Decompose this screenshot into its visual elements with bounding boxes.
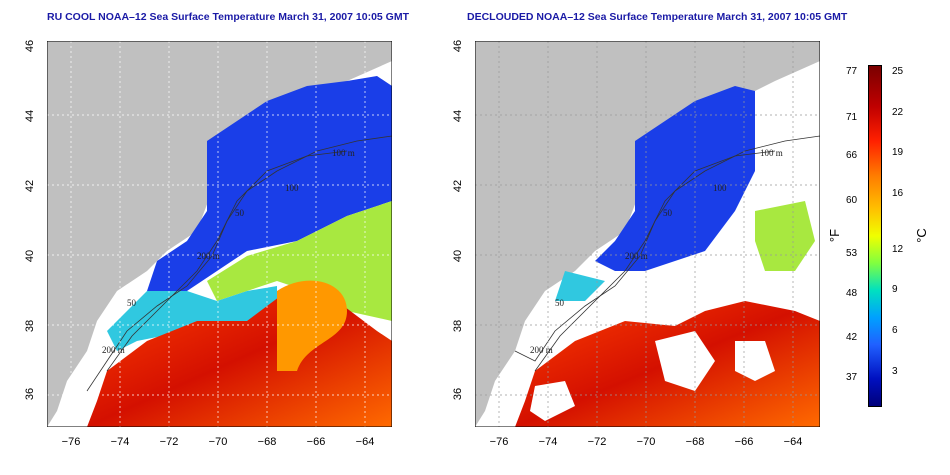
- right-lon-tick-76: −76: [489, 436, 509, 448]
- right-contour-label-200mb: 200 m: [530, 345, 553, 355]
- right-map-title: DECLOUDED NOAA–12 Sea Surface Temperatur…: [467, 11, 848, 23]
- cb-f-37: 37: [846, 372, 858, 383]
- left-lat-tick-42: 42: [24, 179, 36, 193]
- left-contour-200m: [86, 135, 392, 392]
- cb-c-9: 9: [892, 284, 898, 295]
- right-lat-tick-46: 46: [452, 39, 464, 53]
- right-transition-water: [555, 271, 605, 301]
- left-slope-water: [207, 201, 392, 321]
- left-map-canvas: 100 m 100 50 200 m 50 200 m: [47, 41, 392, 427]
- cb-c-25: 25: [892, 66, 904, 77]
- right-contour-label-100: 100: [713, 183, 727, 193]
- right-contour-label-200m: 200 m: [625, 251, 648, 261]
- right-lat-tick-42: 42: [452, 179, 464, 193]
- left-land-mass: [47, 41, 392, 427]
- right-lon-tick-66: −66: [734, 436, 754, 448]
- left-graticule: [47, 41, 392, 427]
- left-lon-tick-74: −74: [110, 436, 130, 448]
- right-land-mass: [475, 41, 820, 427]
- right-lat-tick-38: 38: [452, 319, 464, 333]
- left-sst-map: 100 m 100 50 200 m 50 200 m: [47, 41, 392, 427]
- cb-f-77: 77: [846, 66, 858, 77]
- cb-c-19: 19: [892, 147, 904, 158]
- left-lat-tick-46: 46: [24, 39, 36, 53]
- cb-f-42: 42: [846, 332, 858, 343]
- left-lat-tick-40: 40: [24, 249, 36, 263]
- left-contour-label-50: 50: [235, 208, 245, 218]
- cb-f-60: 60: [846, 195, 858, 206]
- temperature-colorbar: [868, 65, 882, 407]
- right-contour-label-50: 50: [663, 208, 673, 218]
- right-lon-tick-68: −68: [685, 436, 705, 448]
- right-contour-200m: [514, 135, 820, 362]
- right-sst-map: 100 m 100 50 200 m 50 200 m: [475, 41, 820, 427]
- celsius-unit-label: °C: [913, 228, 929, 243]
- left-map-title: RU COOL NOAA–12 Sea Surface Temperature …: [47, 11, 410, 23]
- left-transition-water: [107, 286, 277, 351]
- right-lon-tick-72: −72: [587, 436, 607, 448]
- right-cold-water: [595, 86, 755, 271]
- cb-f-48: 48: [846, 288, 858, 299]
- right-cloud-gap-2: [735, 341, 775, 381]
- left-contour-label-200m: 200 m: [197, 251, 220, 261]
- cb-f-53: 53: [846, 248, 858, 259]
- fahrenheit-unit-label: °F: [827, 228, 843, 243]
- left-cold-water: [147, 76, 392, 301]
- cb-f-66: 66: [846, 150, 858, 161]
- right-graticule: [475, 41, 820, 427]
- left-lon-tick-72: −72: [159, 436, 179, 448]
- left-lat-tick-36: 36: [24, 387, 36, 401]
- left-contour-label-200mb: 200 m: [102, 345, 125, 355]
- left-contour-label-100: 100: [285, 183, 299, 193]
- cb-c-16: 16: [892, 188, 904, 199]
- right-lat-tick-40: 40: [452, 249, 464, 263]
- right-lat-tick-36: 36: [452, 387, 464, 401]
- left-lon-tick-76: −76: [61, 436, 81, 448]
- right-contour-label-100m: 100 m: [760, 148, 783, 158]
- right-cloud-gap-3: [530, 381, 575, 421]
- cb-c-3: 3: [892, 366, 898, 377]
- left-lon-tick-70: −70: [208, 436, 228, 448]
- cb-c-12: 12: [892, 244, 904, 255]
- right-lon-tick-74: −74: [538, 436, 558, 448]
- left-lat-tick-38: 38: [24, 319, 36, 333]
- right-contour-100m: [534, 150, 776, 372]
- right-slope-water: [755, 201, 815, 271]
- right-contour-label-50b: 50: [555, 298, 565, 308]
- right-cloud-gap-1: [655, 331, 715, 391]
- right-lat-tick-44: 44: [452, 109, 464, 123]
- right-map-canvas: 100 m 100 50 200 m 50 200 m: [475, 41, 820, 427]
- left-warm-eddy: [277, 280, 347, 371]
- left-lon-tick-66: −66: [306, 436, 326, 448]
- left-contour-100m: [106, 150, 348, 372]
- cb-c-22: 22: [892, 107, 904, 118]
- right-lon-tick-70: −70: [636, 436, 656, 448]
- left-contour-label-100m: 100 m: [332, 148, 355, 158]
- left-contour-label-50b: 50: [127, 298, 137, 308]
- left-lon-tick-68: −68: [257, 436, 277, 448]
- left-lon-tick-64: −64: [355, 436, 375, 448]
- cb-f-71: 71: [846, 112, 858, 123]
- right-lon-tick-64: −64: [783, 436, 803, 448]
- cb-c-6: 6: [892, 325, 898, 336]
- left-lat-tick-44: 44: [24, 109, 36, 123]
